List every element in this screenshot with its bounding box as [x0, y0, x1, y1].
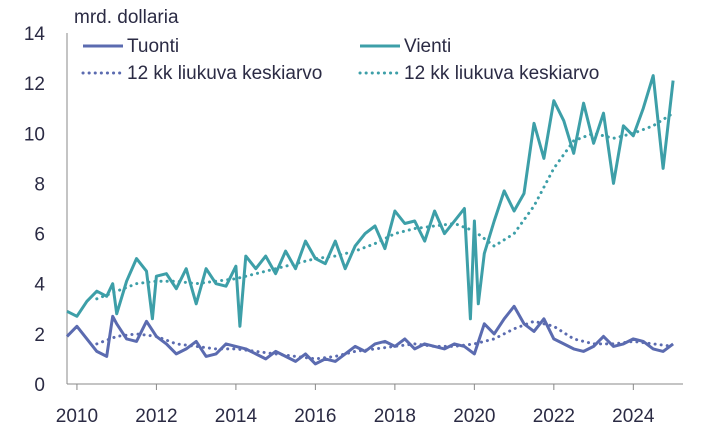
y-tick-label: 4 — [34, 275, 45, 296]
axes — [66, 33, 683, 385]
series-lines — [65, 74, 675, 366]
y-axis-ticks: 0 2 4 6 8 10 12 14 — [24, 24, 46, 396]
y-tick-label: 12 — [24, 74, 45, 95]
x-axis-ticks: 2010 2012 2014 2016 2018 2020 2022 2024 — [56, 384, 655, 427]
legend-tuonti-moving-average-label: 12 kk liukuva keskiarvo — [127, 63, 322, 84]
x-tick-label: 2014 — [215, 406, 258, 427]
tuonti-line — [65, 304, 674, 366]
x-tick-label: 2022 — [533, 406, 575, 427]
vienti-line — [66, 74, 675, 328]
y-tick-label: 2 — [34, 325, 45, 346]
legend-vienti-moving-average-label: 12 kk liukuva keskiarvo — [404, 63, 599, 84]
y-tick-label: 14 — [24, 24, 46, 45]
x-tick-label: 2020 — [453, 406, 495, 427]
tuonti-moving-average-line — [95, 319, 675, 361]
legend-vienti-label: Vienti — [404, 36, 451, 57]
x-tick-label: 2024 — [612, 406, 655, 427]
legend-tuonti-label: Tuonti — [127, 36, 179, 57]
legend: Tuonti Vienti 12 kk liukuva keskiarvo 12 kk… — [81, 36, 599, 84]
y-tick-label: 6 — [34, 225, 45, 246]
y-axis-label: mrd. dollaria — [74, 7, 179, 28]
x-tick-label: 2012 — [135, 406, 177, 427]
y-tick-label: 8 — [34, 174, 45, 195]
y-tick-label: 10 — [24, 124, 45, 145]
x-tick-label: 2010 — [56, 406, 98, 427]
x-tick-label: 2016 — [294, 406, 336, 427]
y-tick-label: 0 — [34, 375, 45, 396]
x-tick-label: 2018 — [374, 406, 416, 427]
vienti-moving-average-line — [95, 111, 675, 301]
